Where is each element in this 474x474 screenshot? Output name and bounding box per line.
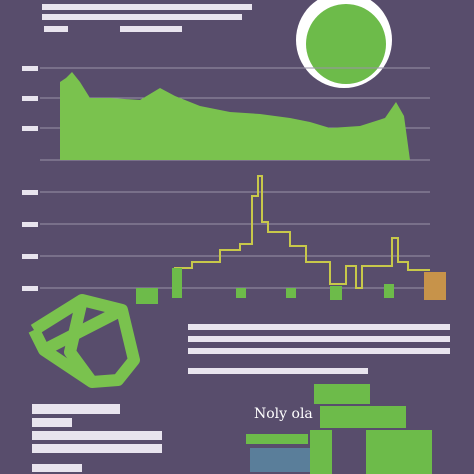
tick-scribble xyxy=(22,254,38,259)
text-line xyxy=(32,464,82,472)
stub xyxy=(136,288,158,304)
step-line xyxy=(174,175,430,289)
stub xyxy=(236,288,246,298)
tick-scribble xyxy=(22,190,38,195)
box xyxy=(314,384,370,404)
stub xyxy=(424,272,446,300)
network-edge xyxy=(64,298,97,386)
text-line xyxy=(32,431,162,440)
text-line xyxy=(42,14,242,20)
boxes xyxy=(246,384,432,474)
network xyxy=(28,294,140,388)
text-line xyxy=(188,324,450,330)
tick-scribble xyxy=(22,222,38,227)
text-line xyxy=(188,348,450,354)
stub xyxy=(330,286,342,300)
text-line xyxy=(32,418,72,427)
text-line xyxy=(32,444,162,453)
box xyxy=(366,430,432,474)
text-line xyxy=(42,4,252,10)
axis-scribbles xyxy=(22,66,38,291)
ring-fill xyxy=(306,4,386,84)
stub xyxy=(384,284,394,298)
stub xyxy=(172,268,182,298)
text-line xyxy=(188,368,368,374)
text-line xyxy=(120,26,182,32)
network-edge xyxy=(41,304,125,356)
network-edge xyxy=(28,294,140,388)
tick-scribble xyxy=(22,126,38,131)
box xyxy=(250,448,310,472)
header-text xyxy=(42,4,252,32)
paragraph xyxy=(188,324,450,374)
text-line xyxy=(44,26,68,32)
text-line xyxy=(188,336,450,342)
area xyxy=(60,72,410,160)
box xyxy=(310,430,332,474)
stub xyxy=(286,288,296,298)
box xyxy=(246,434,308,444)
box xyxy=(320,406,406,428)
tick-scribble xyxy=(22,286,38,291)
left-text xyxy=(32,404,162,472)
caption: Noly ola xyxy=(254,406,313,422)
tick-scribble xyxy=(22,96,38,101)
tick-scribble xyxy=(22,66,38,71)
text-line xyxy=(32,404,120,414)
bar-stubs xyxy=(136,268,446,304)
